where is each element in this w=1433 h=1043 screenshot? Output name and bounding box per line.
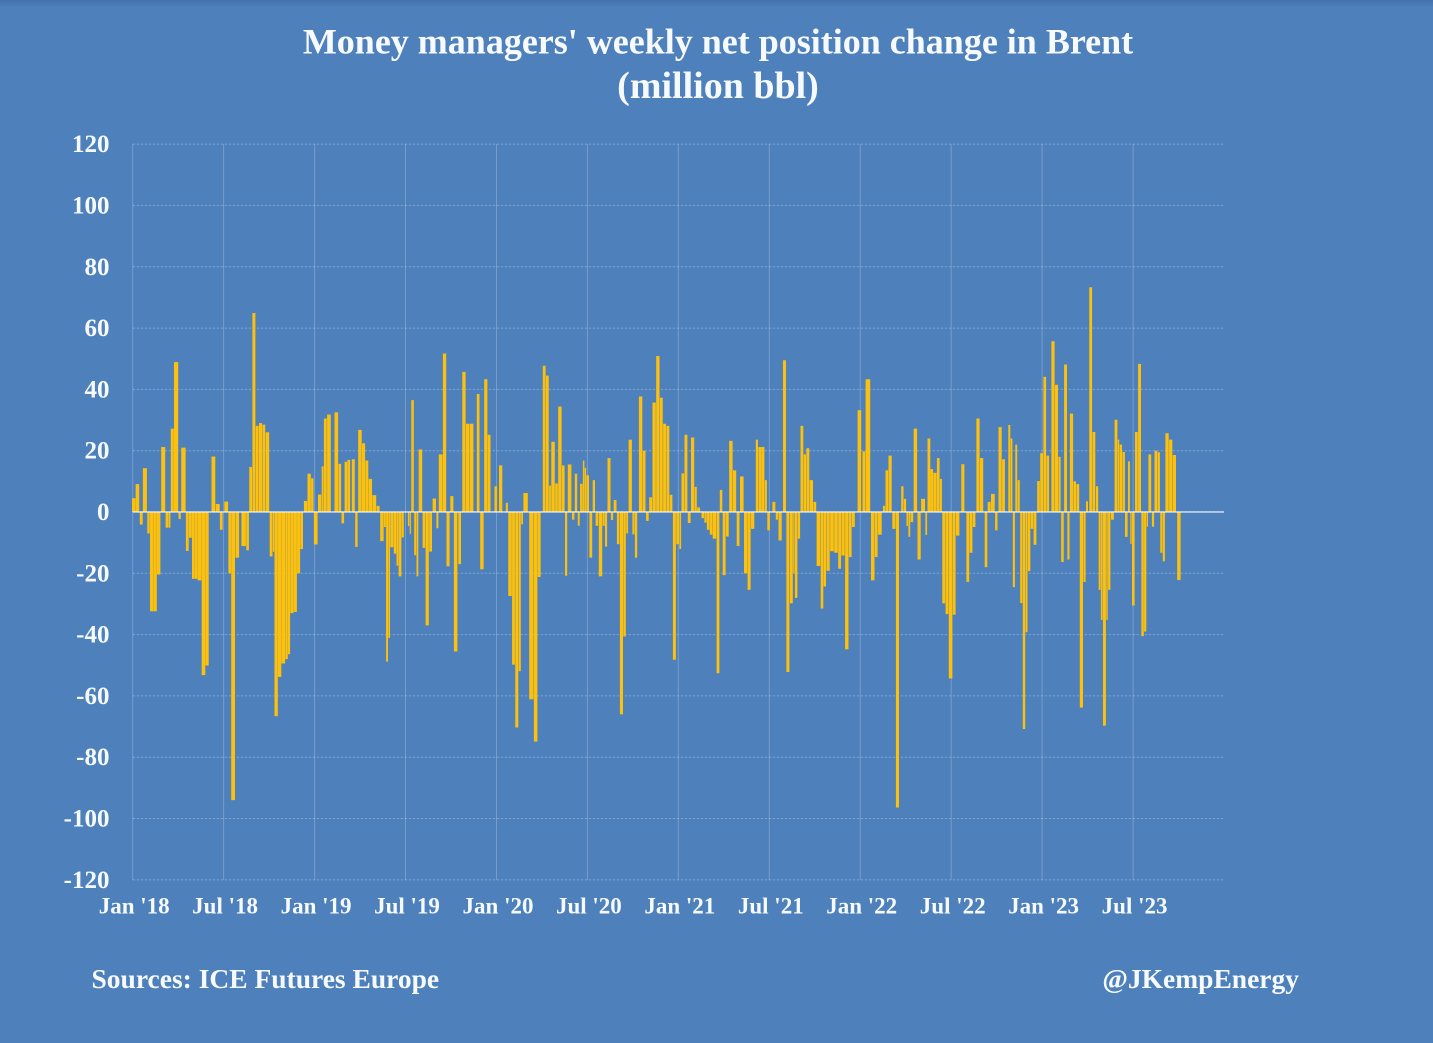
- svg-text:@JKempEnergy: @JKempEnergy: [1102, 963, 1299, 994]
- svg-text:Jan '19: Jan '19: [281, 894, 352, 919]
- svg-text:(million bbl): (million bbl): [617, 65, 819, 107]
- svg-text:-60: -60: [76, 683, 109, 710]
- svg-text:Sources: ICE Futures Europe: Sources: ICE Futures Europe: [92, 963, 440, 994]
- svg-text:-100: -100: [64, 806, 110, 833]
- svg-text:40: 40: [85, 376, 110, 403]
- svg-text:0: 0: [97, 499, 110, 526]
- svg-text:Jul '21: Jul '21: [738, 894, 804, 919]
- svg-text:Jan '23: Jan '23: [1008, 894, 1079, 919]
- svg-text:60: 60: [85, 315, 110, 342]
- svg-text:-20: -20: [76, 560, 109, 587]
- svg-text:Jul '23: Jul '23: [1102, 894, 1168, 919]
- svg-text:Jan '20: Jan '20: [463, 894, 534, 919]
- svg-text:Jul '18: Jul '18: [192, 894, 258, 919]
- svg-text:Jul '20: Jul '20: [556, 894, 622, 919]
- svg-text:Jan '21: Jan '21: [644, 894, 715, 919]
- svg-text:80: 80: [85, 254, 110, 281]
- svg-text:Jan '22: Jan '22: [826, 894, 897, 919]
- svg-text:120: 120: [72, 131, 110, 158]
- svg-text:-120: -120: [64, 867, 110, 894]
- svg-text:Money managers' weekly net pos: Money managers' weekly net position chan…: [303, 22, 1133, 62]
- svg-text:-80: -80: [76, 744, 109, 771]
- svg-text:Jul '22: Jul '22: [920, 894, 986, 919]
- svg-text:Jul '19: Jul '19: [374, 894, 440, 919]
- svg-text:-40: -40: [76, 622, 109, 649]
- svg-text:100: 100: [72, 192, 110, 219]
- svg-text:20: 20: [85, 438, 110, 465]
- svg-text:Jan '18: Jan '18: [99, 894, 170, 919]
